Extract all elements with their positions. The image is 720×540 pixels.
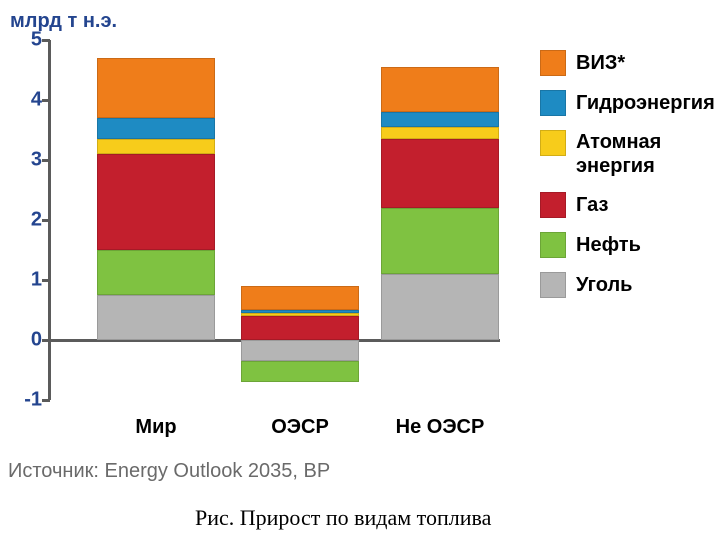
bar-segment-gas <box>381 139 499 208</box>
y-tick <box>42 279 50 282</box>
chart-plot-area: -1012345МирОЭСРНе ОЭСР <box>48 40 500 400</box>
bar-segment-renew <box>241 286 359 310</box>
category-label: Не ОЭСР <box>396 416 485 439</box>
bar-segment-nuclear <box>381 127 499 139</box>
legend: ВИЗ* Гидроэнергия Атомнаяэнергия Газ Нефть Уг… <box>540 50 715 312</box>
y-tick <box>42 39 50 42</box>
y-tick <box>42 399 50 402</box>
legend-item-renew: ВИЗ* <box>540 50 715 76</box>
bar-segment-renew <box>381 67 499 112</box>
bar-segment-coal <box>241 340 359 361</box>
bar-segment-gas <box>241 316 359 340</box>
legend-label: Уголь <box>576 273 632 297</box>
bar-segment-coal <box>381 274 499 340</box>
figure-caption: Рис. Прирост по видам топлива <box>195 505 491 531</box>
bar-segment-nuclear <box>97 139 215 154</box>
y-tick <box>42 99 50 102</box>
bar-segment-hydro <box>241 310 359 313</box>
legend-item-coal: Уголь <box>540 272 715 298</box>
legend-label: Газ <box>576 193 608 217</box>
y-tick <box>42 219 50 222</box>
bar-segment-gas <box>97 154 215 250</box>
legend-swatch <box>540 90 566 116</box>
bar-segment-oil <box>241 361 359 382</box>
y-axis-title: млрд т н.э. <box>10 10 117 33</box>
legend-item-gas: Газ <box>540 192 715 218</box>
legend-item-nuclear: Атомнаяэнергия <box>540 130 715 178</box>
figure-container: млрд т н.э. -1012345МирОЭСРНе ОЭСР ВИЗ*Г… <box>0 0 720 540</box>
y-tick-label: -1 <box>24 389 42 412</box>
bar-stack <box>381 40 499 400</box>
y-tick-label: 5 <box>31 29 42 52</box>
legend-item-oil: Нефть <box>540 232 715 258</box>
bar-segment-hydro <box>97 118 215 139</box>
source-text: Источник: Energy Outlook 2035, BP <box>8 460 330 483</box>
y-tick <box>42 159 50 162</box>
legend-item-hydro: Гидроэнергия <box>540 90 715 116</box>
legend-swatch <box>540 272 566 298</box>
bar-segment-oil <box>97 250 215 295</box>
y-tick-label: 0 <box>31 329 42 352</box>
y-tick-label: 3 <box>31 149 42 172</box>
bar-segment-nuclear <box>241 313 359 316</box>
legend-label: Атомнаяэнергия <box>576 130 661 178</box>
category-label: Мир <box>135 416 176 439</box>
legend-label: ВИЗ* <box>576 51 625 75</box>
y-tick-label: 2 <box>31 209 42 232</box>
bar-segment-oil <box>381 208 499 274</box>
y-tick-label: 4 <box>31 89 42 112</box>
legend-swatch <box>540 192 566 218</box>
legend-swatch <box>540 50 566 76</box>
bar-stack <box>97 40 215 400</box>
y-tick-label: 1 <box>31 269 42 292</box>
bar-stack <box>241 40 359 400</box>
bar-segment-coal <box>97 295 215 340</box>
legend-label: Нефть <box>576 233 641 257</box>
legend-swatch <box>540 130 566 156</box>
legend-label: Гидроэнергия <box>576 91 715 115</box>
y-tick <box>42 339 50 342</box>
legend-swatch <box>540 232 566 258</box>
bar-segment-hydro <box>381 112 499 127</box>
category-label: ОЭСР <box>271 416 329 439</box>
bar-segment-renew <box>97 58 215 118</box>
